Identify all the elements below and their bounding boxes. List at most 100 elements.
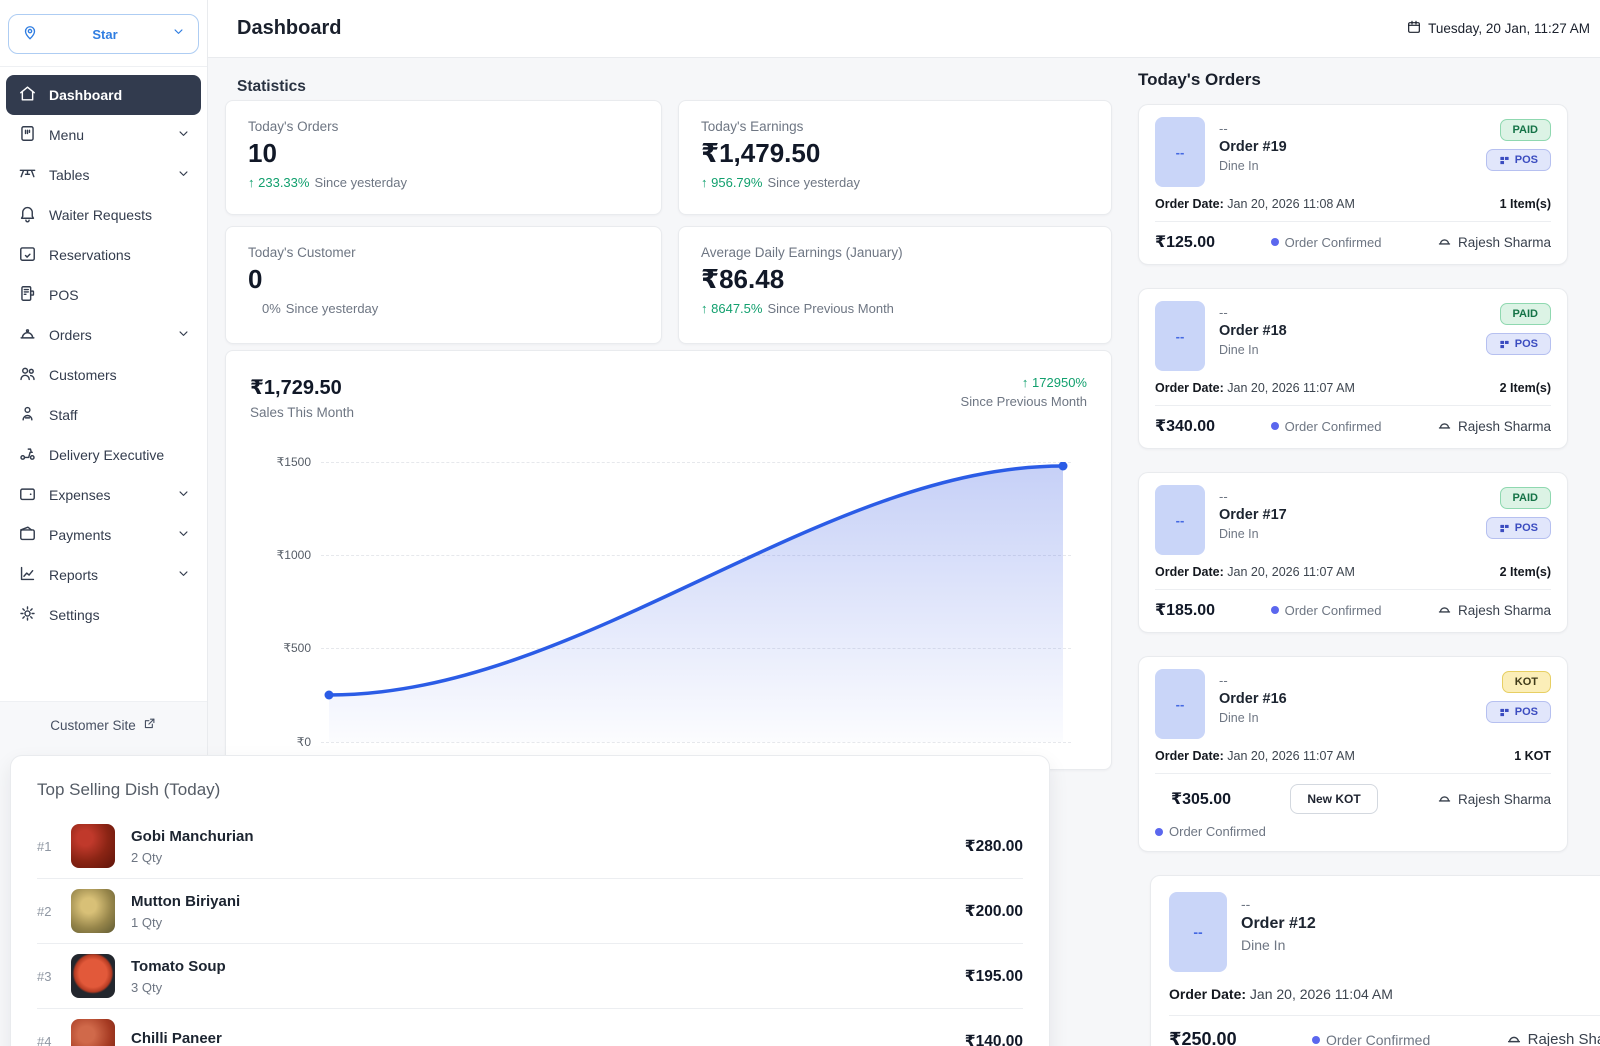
sidebar-item-delivery-executive[interactable]: Delivery Executive — [6, 435, 201, 475]
sidebar-item-label: Delivery Executive — [49, 447, 165, 463]
y-axis-tick: ₹0 — [296, 735, 311, 749]
chevron-down-icon — [176, 566, 191, 584]
order-type: Dine In — [1219, 159, 1259, 173]
stat-delta-value: 956.79% — [711, 175, 763, 190]
sidebar-item-label: Dashboard — [49, 87, 123, 103]
status-dot — [1270, 422, 1279, 430]
order-thumbnail: -- — [1155, 485, 1205, 555]
order-date: Jan 20, 2026 11:07 AM — [1227, 749, 1355, 763]
sidebar-item-staff[interactable]: Staff — [6, 395, 201, 435]
stat-delta-note: Since yesterday — [314, 175, 407, 190]
stat-delta-note: Since yesterday — [767, 175, 860, 190]
top-selling-panel: Top Selling Dish (Today) #1 Gobi Manchur… — [10, 755, 1050, 1046]
order-date-label: Order Date: — [1155, 565, 1224, 579]
order-status: Order Confirmed — [1325, 1031, 1431, 1046]
sidebar-item-label: Reports — [49, 567, 99, 583]
scooter-icon — [18, 444, 37, 466]
staff-icon — [18, 404, 37, 426]
stat-card-average-daily-earnings: Average Daily Earnings (January) ₹86.48 … — [678, 226, 1112, 344]
stat-card-todays-orders: Today's Orders 10 ↑ 233.33% Since yesterd… — [225, 100, 662, 215]
sidebar-item-waiter-requests[interactable]: Waiter Requests — [6, 195, 201, 235]
order-item-count: 2 Item(s) — [1499, 565, 1551, 579]
up-arrow-icon: ↑ — [701, 175, 708, 190]
dish-image — [71, 824, 115, 868]
order-staff: Rajesh Sharma — [1457, 418, 1551, 434]
customer-site-link[interactable]: Customer Site — [0, 716, 207, 734]
sidebar-item-dashboard[interactable]: Dashboard — [6, 75, 201, 115]
sidebar-item-expenses[interactable]: Expenses — [6, 475, 201, 515]
menu-icon — [18, 124, 37, 146]
order-number: Order #16 — [1219, 691, 1287, 707]
sidebar-item-menu[interactable]: Menu — [6, 115, 201, 155]
order-card-16[interactable]: -- -- Order #16 Dine In KOT POS Order Da… — [1138, 656, 1568, 852]
branch-name: Star — [92, 26, 118, 42]
sidebar-item-label: Menu — [49, 127, 85, 143]
order-date: Jan 20, 2026 11:07 AM — [1227, 381, 1355, 395]
up-arrow-icon: ↑ — [701, 301, 708, 316]
wallet-icon — [18, 484, 37, 506]
sidebar-item-orders[interactable]: Orders — [6, 315, 201, 355]
sidebar-item-reservations[interactable]: Reservations — [6, 235, 201, 275]
sidebar-item-payments[interactable]: Payments — [6, 515, 201, 555]
sales-amount: ₹1,729.50 — [250, 377, 342, 399]
sidebar-item-tables[interactable]: Tables — [6, 155, 201, 195]
order-amount: ₹340.00 — [1155, 418, 1216, 435]
stat-label: Today's Orders — [248, 119, 339, 134]
stat-value: ₹86.48 — [701, 264, 785, 294]
sidebar-item-customers[interactable]: Customers — [6, 355, 201, 395]
gear-icon — [18, 604, 37, 626]
dish-price: ₹280.00 — [964, 837, 1023, 855]
order-number: Order #19 — [1219, 139, 1287, 155]
order-amount: ₹125.00 — [1155, 234, 1216, 251]
sidebar-item-pos[interactable]: POS — [6, 275, 201, 315]
sidebar-item-reports[interactable]: Reports — [6, 555, 201, 595]
order-card-17[interactable]: -- -- Order #17 Dine In PAID POS Order D… — [1138, 472, 1568, 633]
chevron-down-icon — [176, 166, 191, 184]
divider — [1155, 405, 1551, 406]
order-card-18[interactable]: -- -- Order #18 Dine In PAID POS Order D… — [1138, 288, 1568, 449]
sidebar-item-label: Payments — [49, 527, 112, 543]
stat-value: ₹1,479.50 — [701, 138, 821, 168]
dish-name: Tomato Soup — [131, 957, 226, 975]
stat-label: Today's Earnings — [701, 119, 804, 134]
order-thumbnail: -- — [1169, 892, 1227, 972]
new-kot-button[interactable]: New KOT — [1290, 784, 1378, 814]
stat-delta-value: 0% — [262, 301, 281, 316]
table-icon — [18, 164, 37, 186]
sidebar-item-settings[interactable]: Settings — [6, 595, 201, 635]
order-card-12[interactable]: -- -- Order #12 Dine In Order Date: Jan … — [1150, 875, 1600, 1046]
customer-site-label: Customer Site — [50, 717, 136, 733]
stat-delta-note: Since yesterday — [285, 301, 379, 316]
top-bar: Dashboard Tuesday, 20 Jan, 11:27 AM — [208, 0, 1600, 58]
order-placeholder: -- — [1219, 673, 1228, 688]
status-dot — [1270, 238, 1279, 246]
pos-badge: POS — [1485, 149, 1551, 171]
statistics-title: Statistics — [237, 78, 306, 95]
home-icon — [18, 84, 37, 106]
dish-rank: #1 — [37, 838, 52, 854]
order-staff: Rajesh Sharma — [1457, 602, 1551, 618]
stat-card-todays-customer: Today's Customer 0 0% Since yesterday — [225, 226, 662, 344]
stat-label: Today's Customer — [248, 245, 356, 260]
datetime-display: Tuesday, 20 Jan, 11:27 AM — [1406, 19, 1590, 38]
dish-image — [71, 954, 115, 998]
sidebar-item-label: Orders — [49, 327, 92, 343]
cloche-icon — [18, 324, 37, 346]
sales-delta-value: 172950% — [1032, 375, 1087, 390]
todays-orders-title: Today's Orders — [1138, 70, 1261, 89]
order-card-19[interactable]: -- -- Order #19 Dine In PAID POS Order D… — [1138, 104, 1568, 265]
dish-price: ₹195.00 — [964, 967, 1023, 985]
chef-hat-icon — [1437, 417, 1452, 435]
payments-icon — [18, 524, 37, 546]
pos-grid-icon — [1500, 340, 1509, 348]
branch-selector[interactable]: Star — [8, 14, 199, 54]
data-point-start — [324, 690, 334, 700]
order-placeholder: -- — [1219, 121, 1228, 136]
stat-value: 10 — [248, 138, 277, 168]
divider — [1155, 221, 1551, 222]
sidebar-divider — [0, 66, 207, 67]
order-staff: Rajesh Sharma — [1457, 791, 1551, 807]
order-staff: Rajesh Sharma — [1527, 1031, 1600, 1046]
pos-badge: POS — [1485, 701, 1551, 723]
